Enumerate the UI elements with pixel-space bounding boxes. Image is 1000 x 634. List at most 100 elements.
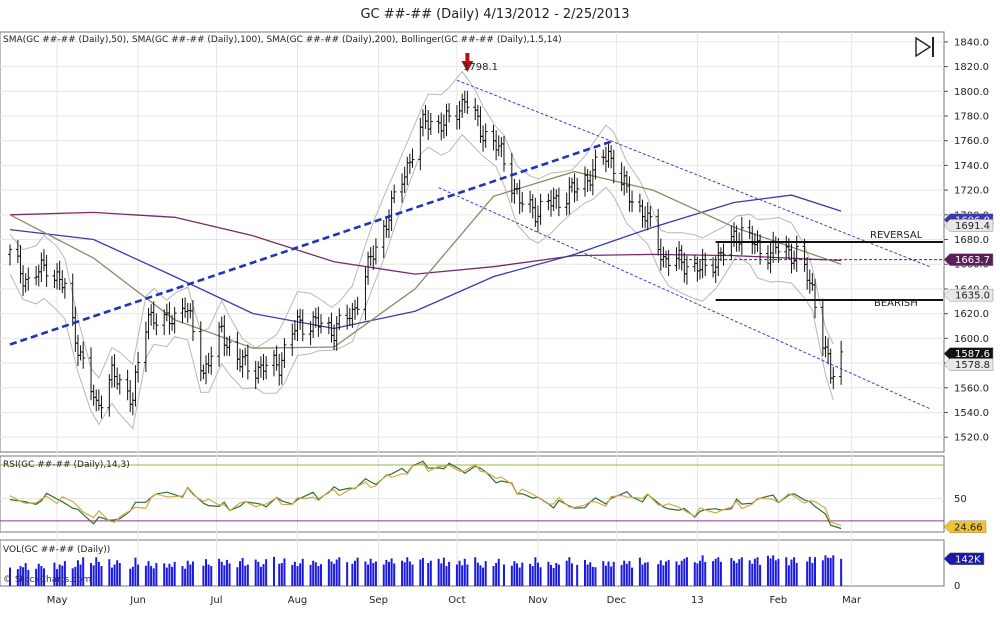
volume-bar bbox=[24, 563, 27, 586]
volume-bar bbox=[701, 555, 704, 586]
volume-bar bbox=[717, 557, 720, 586]
ohlc-bar bbox=[831, 366, 836, 390]
rsi-series-line bbox=[9, 462, 842, 526]
volume-bar bbox=[625, 563, 628, 586]
volume-bar bbox=[492, 566, 495, 586]
volume-bar bbox=[228, 563, 231, 586]
ohlc-bar bbox=[81, 341, 86, 369]
volume-bar bbox=[628, 561, 631, 586]
ohlc-bar bbox=[483, 123, 488, 148]
volume-bar bbox=[437, 558, 440, 586]
volume-bar bbox=[346, 562, 349, 586]
month-label: Sep bbox=[369, 595, 388, 606]
volume-bar bbox=[785, 557, 788, 586]
volume-bar bbox=[699, 560, 701, 586]
volume-bar bbox=[448, 561, 451, 586]
volume-bar bbox=[401, 560, 404, 586]
ohlc-bar bbox=[8, 244, 12, 266]
ohlc-bar bbox=[373, 238, 378, 265]
volume-bar bbox=[552, 567, 555, 586]
volume-bar bbox=[584, 559, 586, 586]
month-label: Mar bbox=[842, 595, 862, 606]
volume-bar bbox=[244, 565, 247, 586]
volume-bar bbox=[150, 566, 153, 586]
volume-bar bbox=[53, 562, 56, 586]
volume-bar bbox=[827, 557, 830, 586]
month-label: Dec bbox=[607, 595, 626, 606]
sma-100-line bbox=[9, 194, 842, 330]
volume-bar bbox=[262, 564, 265, 586]
month-label: Jul bbox=[209, 595, 222, 606]
volume-bar bbox=[330, 561, 333, 586]
ohlc-bar bbox=[648, 205, 653, 227]
volume-bar bbox=[641, 564, 644, 586]
volume-bar bbox=[769, 558, 772, 586]
volume-bar bbox=[40, 566, 43, 586]
volume-bar bbox=[35, 568, 38, 586]
volume-bar bbox=[9, 567, 11, 586]
price-tick-label: 1840.0 bbox=[954, 37, 989, 48]
price-tick-label: 1800.0 bbox=[954, 87, 989, 98]
volume-bar bbox=[116, 560, 119, 586]
volume-bar bbox=[808, 556, 811, 586]
volume-bar bbox=[518, 567, 521, 586]
volume-bar bbox=[393, 563, 396, 586]
volume-bar bbox=[63, 561, 66, 586]
volume-bar bbox=[631, 567, 634, 586]
value-tag-shape bbox=[943, 288, 994, 302]
volume-bar bbox=[79, 564, 82, 586]
volume-bar bbox=[832, 555, 835, 586]
volume-bar bbox=[296, 566, 299, 586]
volume-bar bbox=[814, 557, 816, 586]
volume-bar bbox=[521, 562, 524, 586]
arrow-shaft bbox=[465, 53, 470, 62]
volume-bar bbox=[239, 561, 241, 586]
price-tick-label: 1560.0 bbox=[954, 383, 989, 394]
volume-bar bbox=[186, 560, 189, 586]
volume-bar bbox=[309, 564, 312, 586]
volume-bar bbox=[766, 555, 769, 586]
volume-bar bbox=[278, 563, 281, 586]
ohlc-bar bbox=[209, 346, 214, 375]
volume-bar bbox=[811, 563, 814, 586]
rsi-lines bbox=[9, 460, 842, 530]
volume-bar bbox=[740, 557, 743, 586]
volume-bar bbox=[189, 564, 192, 586]
ohlc-bar bbox=[410, 148, 415, 168]
volume-bar bbox=[372, 563, 375, 586]
volume-bar bbox=[419, 559, 422, 586]
volume-bar bbox=[382, 564, 385, 586]
bollinger-lower bbox=[9, 134, 834, 430]
volume-bar bbox=[557, 564, 560, 586]
expand-icon[interactable] bbox=[915, 36, 934, 58]
volume-bar bbox=[191, 561, 194, 586]
volume-legend: VOL(GC ##-## (Daily)) bbox=[3, 545, 110, 555]
volume-bar bbox=[110, 567, 113, 586]
volume-bar bbox=[675, 561, 678, 586]
ohlc-bar bbox=[611, 149, 616, 184]
volume-bar bbox=[806, 561, 809, 586]
volume-bar bbox=[134, 557, 137, 586]
volume-bar bbox=[218, 558, 221, 586]
reversal-label: REVERSAL bbox=[870, 230, 923, 241]
volume-bar bbox=[37, 563, 40, 586]
month-label: Nov bbox=[528, 595, 548, 606]
ohlc-bar bbox=[337, 308, 342, 331]
volume-bar bbox=[620, 564, 623, 586]
volume-bar bbox=[354, 560, 356, 586]
value-tag-label: 1587.6 bbox=[955, 349, 990, 360]
price-panel bbox=[0, 31, 945, 453]
volume-bar bbox=[317, 566, 320, 586]
volume-bar bbox=[772, 555, 775, 586]
rsi-series-line bbox=[9, 460, 842, 530]
volume-tick-label: 0 bbox=[954, 581, 960, 592]
volume-bar bbox=[461, 565, 464, 586]
volume-bar bbox=[565, 560, 568, 586]
volume-panel bbox=[0, 539, 945, 587]
volume-bar bbox=[774, 560, 777, 586]
volume-bar bbox=[683, 558, 686, 586]
volume-bar bbox=[387, 561, 390, 586]
volume-bar bbox=[27, 569, 30, 586]
volume-bar bbox=[602, 561, 605, 586]
ohlc-bar bbox=[839, 340, 844, 385]
